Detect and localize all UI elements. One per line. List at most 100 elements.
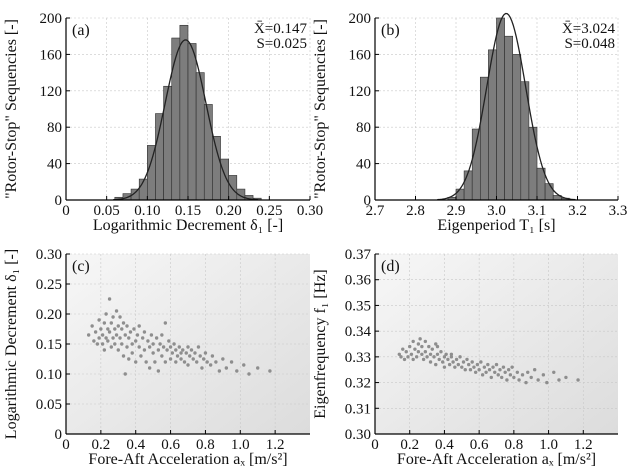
chart-panel-d: 0 0.2 0.4 0.6 0.8 1.0 1.2 0.30 0.31 0.32 0.33 0.34 0… — [312, 247, 618, 466]
scatter-point — [420, 344, 424, 349]
scatter-point — [196, 345, 201, 349]
x-tick-label: 0.4 — [435, 437, 454, 453]
y-tick-label: 120 — [40, 84, 63, 100]
scatter-point — [203, 351, 208, 355]
scatter-point — [456, 362, 461, 367]
scatter-point — [123, 333, 127, 337]
scatter-point — [526, 370, 530, 374]
y-tick-label: 200 — [349, 11, 372, 27]
scatter-point — [529, 375, 533, 380]
scatter-point — [137, 345, 141, 349]
x-tick-label: 1.2 — [266, 437, 285, 453]
scatter-point — [423, 350, 428, 354]
histogram-bar — [496, 17, 505, 201]
scatter-point — [167, 339, 171, 343]
x-axis-label: Logarithmic Decrement δ₁ [-] — [93, 217, 283, 234]
scatter-point — [142, 348, 147, 352]
scatter-point — [168, 357, 173, 361]
scatter-point — [401, 347, 405, 351]
y-tick-label: 0 — [55, 427, 63, 443]
scatter-point — [503, 370, 507, 374]
scatter-point — [402, 357, 407, 362]
scatter-point — [151, 351, 155, 355]
scatter-point — [557, 378, 561, 382]
scatter-point — [100, 342, 105, 346]
histogram-bar — [471, 128, 481, 201]
scatter-point — [125, 345, 129, 349]
scatter-point — [186, 345, 190, 349]
scatter-point — [93, 330, 98, 334]
scatter-point — [139, 354, 143, 358]
scatter-point — [465, 357, 469, 362]
y-tick-label: 0.30 — [345, 427, 371, 443]
scatter-point — [435, 344, 440, 349]
scatter-point — [132, 327, 136, 331]
y-tick-label: 0.05 — [36, 397, 62, 413]
scatter-point — [109, 345, 114, 349]
scatter-point — [256, 366, 260, 370]
scatter-point — [451, 360, 455, 364]
scatter-point — [487, 368, 492, 372]
y-tick-label: 80 — [47, 120, 62, 136]
histogram-bar — [171, 37, 181, 201]
x-tick-label: 0.4 — [126, 437, 145, 453]
normal-fit-curve — [113, 39, 259, 201]
y-tick-label: 120 — [349, 84, 372, 100]
scatter-point — [175, 354, 180, 358]
scatter-point — [195, 360, 199, 364]
scatter-point — [127, 336, 131, 340]
scatter-point — [154, 336, 159, 340]
scatter-point — [437, 357, 441, 362]
y-axis-label: "Rotor-Stop" Sequencies [-] — [3, 19, 20, 199]
stats-line: X̄=0.147 — [254, 21, 308, 37]
scatter-point — [447, 362, 452, 367]
scatter-point — [532, 368, 537, 372]
scatter-point — [500, 375, 504, 380]
scatter-point — [158, 342, 162, 346]
x-tick-label: 0.6 — [470, 437, 489, 453]
scatter-point — [439, 350, 443, 354]
x-tick-label: 0 — [371, 437, 379, 453]
x-tick-label: 2.7 — [366, 203, 385, 219]
scatter-point — [421, 357, 426, 362]
y-axis-label: "Rotor-Stop" Sequencies [-] — [312, 19, 329, 199]
scatter-point — [125, 324, 129, 328]
scatter-point — [121, 354, 126, 358]
scatter-point — [100, 333, 105, 337]
scatter-point — [147, 366, 152, 370]
scatter-point — [510, 365, 514, 369]
scatter-point — [140, 336, 145, 340]
x-axis-label: Fore-Aft Acceleration aₓ [m/s²] — [397, 451, 596, 466]
scatter-point — [506, 368, 511, 372]
scatter-point — [170, 351, 175, 355]
scatter-point — [130, 342, 134, 346]
scatter-point — [434, 342, 438, 346]
stats-line: S=0.025 — [256, 36, 307, 52]
scatter-point — [92, 339, 96, 343]
y-axis-label: Eigenfrequency f₁ [Hz] — [312, 269, 329, 419]
x-tick-label: 0.8 — [196, 437, 215, 453]
scatter-point — [184, 351, 188, 355]
chart-panel-a: 0 0.05 0.10 0.15 0.20 0.25 0.30 0 40 80 120 160 200 (… — [3, 11, 323, 234]
x-tick-label: 0.8 — [504, 437, 523, 453]
x-tick-label: 0.15 — [175, 203, 201, 219]
scatter-point — [406, 355, 410, 359]
scatter-point — [564, 375, 568, 380]
scatter-point — [489, 375, 493, 380]
chart-panel-c: 0 0.2 0.4 0.6 0.8 1.0 1.2 0 0.05 0.10 0.15 0.20 0.25… — [3, 247, 310, 466]
x-tick-label: 0.10 — [134, 203, 160, 219]
scatter-point — [135, 333, 140, 337]
scatter-point — [160, 354, 164, 358]
x-tick-label: 1.0 — [539, 437, 558, 453]
scatter-point — [104, 312, 108, 316]
y-tick-label: 40 — [47, 157, 62, 173]
scatter-point — [134, 339, 138, 343]
scatter-point — [467, 362, 471, 367]
scatter-point — [404, 350, 408, 354]
scatter-point — [147, 345, 152, 349]
scatter-point — [444, 352, 448, 356]
scatter-point — [120, 342, 124, 346]
x-tick-label: 3.0 — [487, 203, 506, 219]
scatter-point — [97, 336, 101, 340]
